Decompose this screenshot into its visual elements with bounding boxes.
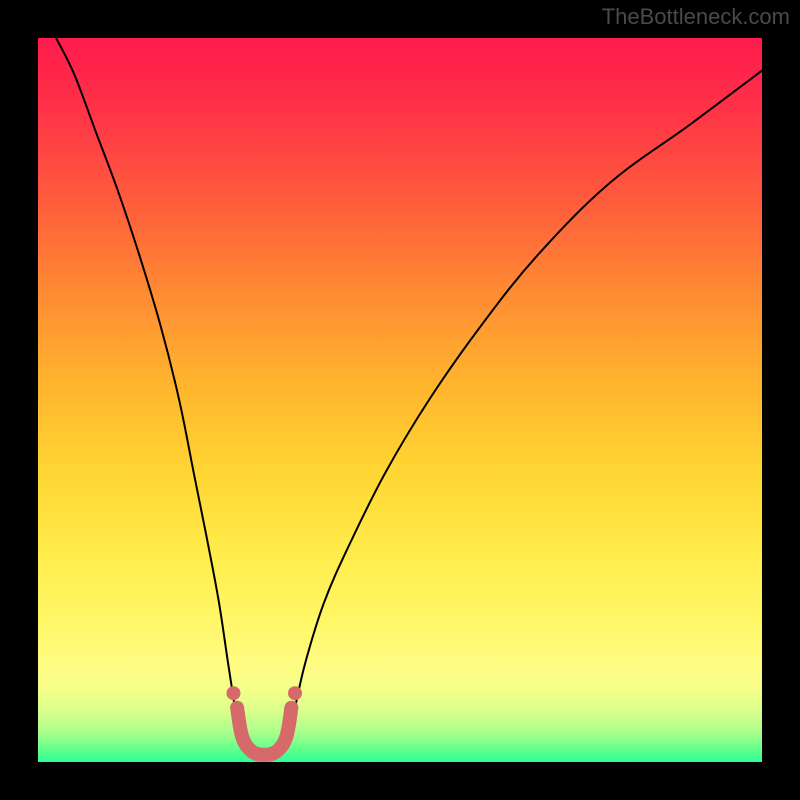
curve-right (288, 71, 762, 744)
curve-left (56, 38, 241, 744)
trough-marker (237, 708, 291, 755)
watermark-text: TheBottleneck.com (602, 4, 790, 30)
plot-area (38, 38, 762, 762)
trough-marker-dot (288, 686, 302, 700)
trough-marker-dot (226, 686, 240, 700)
curve-layer (38, 38, 762, 762)
